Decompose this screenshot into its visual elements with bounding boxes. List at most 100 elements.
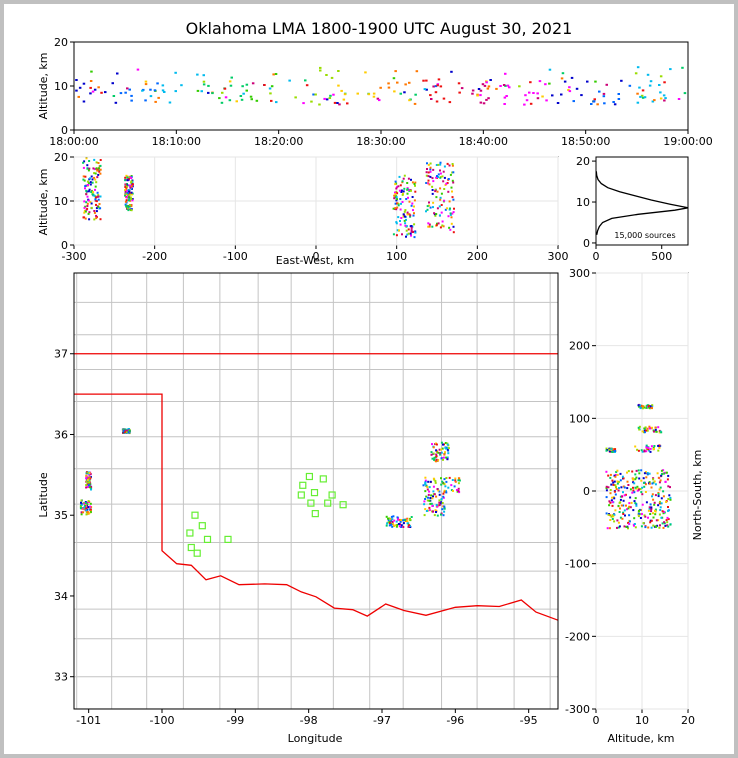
ew-altitude-source [401, 201, 404, 203]
time-height-source [245, 89, 248, 92]
ew-altitude-source [410, 204, 413, 207]
altitude-ns-source [613, 474, 616, 477]
plan-view-source [396, 524, 399, 526]
plan-view-source [441, 480, 444, 483]
ew-altitude-source [404, 222, 407, 225]
altitude-ns-source [654, 426, 657, 429]
time-height-source [586, 80, 589, 83]
plan-view-source [393, 525, 395, 527]
altitude-ns-source [649, 450, 652, 453]
time-height-source [669, 68, 672, 71]
altitude-ns-source [656, 472, 659, 475]
ew-altitude-source [130, 191, 133, 194]
ew-altitude-source [97, 205, 100, 208]
plan-view-source [79, 505, 82, 508]
ew-altitude-source [449, 228, 452, 231]
time-height-source [116, 72, 119, 75]
time-height-source [617, 93, 620, 95]
time-height-source [544, 83, 547, 86]
altitude-ns-source [645, 444, 648, 447]
time-height-source [681, 66, 684, 69]
x-tick-label: 500 [651, 250, 672, 263]
ew-altitude-source [428, 183, 431, 186]
x-tick-label: 18:10:00 [152, 135, 201, 148]
ew-altitude-source [98, 203, 101, 205]
plan-view-source [446, 448, 449, 451]
time-height-source [425, 79, 428, 82]
altitude-ns-source [649, 503, 652, 506]
time-height-source [207, 91, 210, 94]
plan-view-source [84, 502, 87, 504]
x-tick-label: -100 [223, 250, 248, 263]
ew-altitude-source [427, 222, 430, 225]
plan-view-source [390, 515, 393, 518]
time-height-source [196, 89, 200, 92]
plan-view-source [396, 518, 399, 521]
altitude-ns-source [641, 407, 644, 410]
time-height-source [304, 79, 307, 82]
plan-view-source [432, 495, 434, 498]
altitude-ns-source [661, 510, 664, 513]
plan-view-source [445, 477, 448, 479]
plan-view-source [88, 512, 91, 515]
altitude-ns-source [611, 496, 614, 499]
altitude-ns-source [666, 521, 669, 524]
plan-view-source [444, 442, 447, 444]
time-height-source [603, 102, 606, 105]
time-height-source [364, 71, 367, 74]
ew-altitude-source [441, 224, 444, 227]
ew-altitude-source [439, 169, 441, 172]
time-height-source [141, 89, 144, 92]
altitude-ns-source [626, 508, 628, 511]
time-height-source [636, 101, 640, 104]
ew-altitude-source [88, 211, 91, 214]
time-height-source [270, 85, 274, 88]
ew-altitude-source [410, 226, 413, 229]
altitude-ns-source [668, 494, 671, 497]
altitude-ns-source [650, 508, 653, 510]
time-height-source [432, 85, 435, 88]
time-height-source [240, 98, 244, 101]
altitude-ns-source [638, 425, 641, 428]
altitude-ns-source [645, 448, 648, 451]
altitude-histogram-curve [595, 171, 689, 235]
ew-altitude-source [407, 177, 410, 180]
ew-altitude-source [412, 214, 415, 217]
altitude-ns-source [662, 469, 665, 472]
plan-view-source [406, 517, 409, 520]
altitude-ns-source [631, 470, 634, 473]
ew-altitude-source [405, 198, 408, 200]
plan-view-source [443, 489, 446, 492]
time-height-source [144, 80, 148, 83]
ew-altitude-source [91, 178, 94, 181]
altitude-ns-source [651, 404, 654, 407]
time-height-source [255, 99, 259, 102]
ew-altitude-source [449, 173, 452, 176]
altitude-ns-source [613, 497, 616, 500]
ew-altitude-source [392, 207, 395, 210]
time-height-source [249, 95, 253, 98]
ew-altitude-source [88, 160, 91, 162]
altitude-ns-source [654, 509, 656, 512]
ew-altitude-source [84, 175, 87, 178]
ew-altitude-source [397, 185, 400, 188]
plan-view-source [441, 502, 444, 504]
altitude-ns-source [667, 485, 670, 488]
ew-altitude-source [451, 190, 453, 193]
ew-altitude-source [85, 193, 88, 196]
ew-altitude-source [409, 215, 412, 218]
ew-altitude-source [84, 187, 86, 190]
time-height-source [310, 100, 313, 103]
time-height-source [318, 103, 321, 106]
plan-view-source [429, 502, 432, 505]
altitude-ns-source [616, 526, 618, 529]
x-tick-label: 0 [593, 714, 600, 727]
altitude-ns-source [633, 523, 636, 525]
ew-altitude-source [395, 196, 398, 199]
altitude-ns-source [647, 516, 649, 519]
altitude-ns-source [660, 474, 663, 477]
altitude-ns-axes: 0 10 20 -300 -200 -100 0 100 200 300 [565, 267, 695, 727]
ew-altitude-source [394, 183, 397, 186]
altitude-ns-source [648, 449, 651, 452]
y-tick-label: -300 [565, 703, 590, 716]
